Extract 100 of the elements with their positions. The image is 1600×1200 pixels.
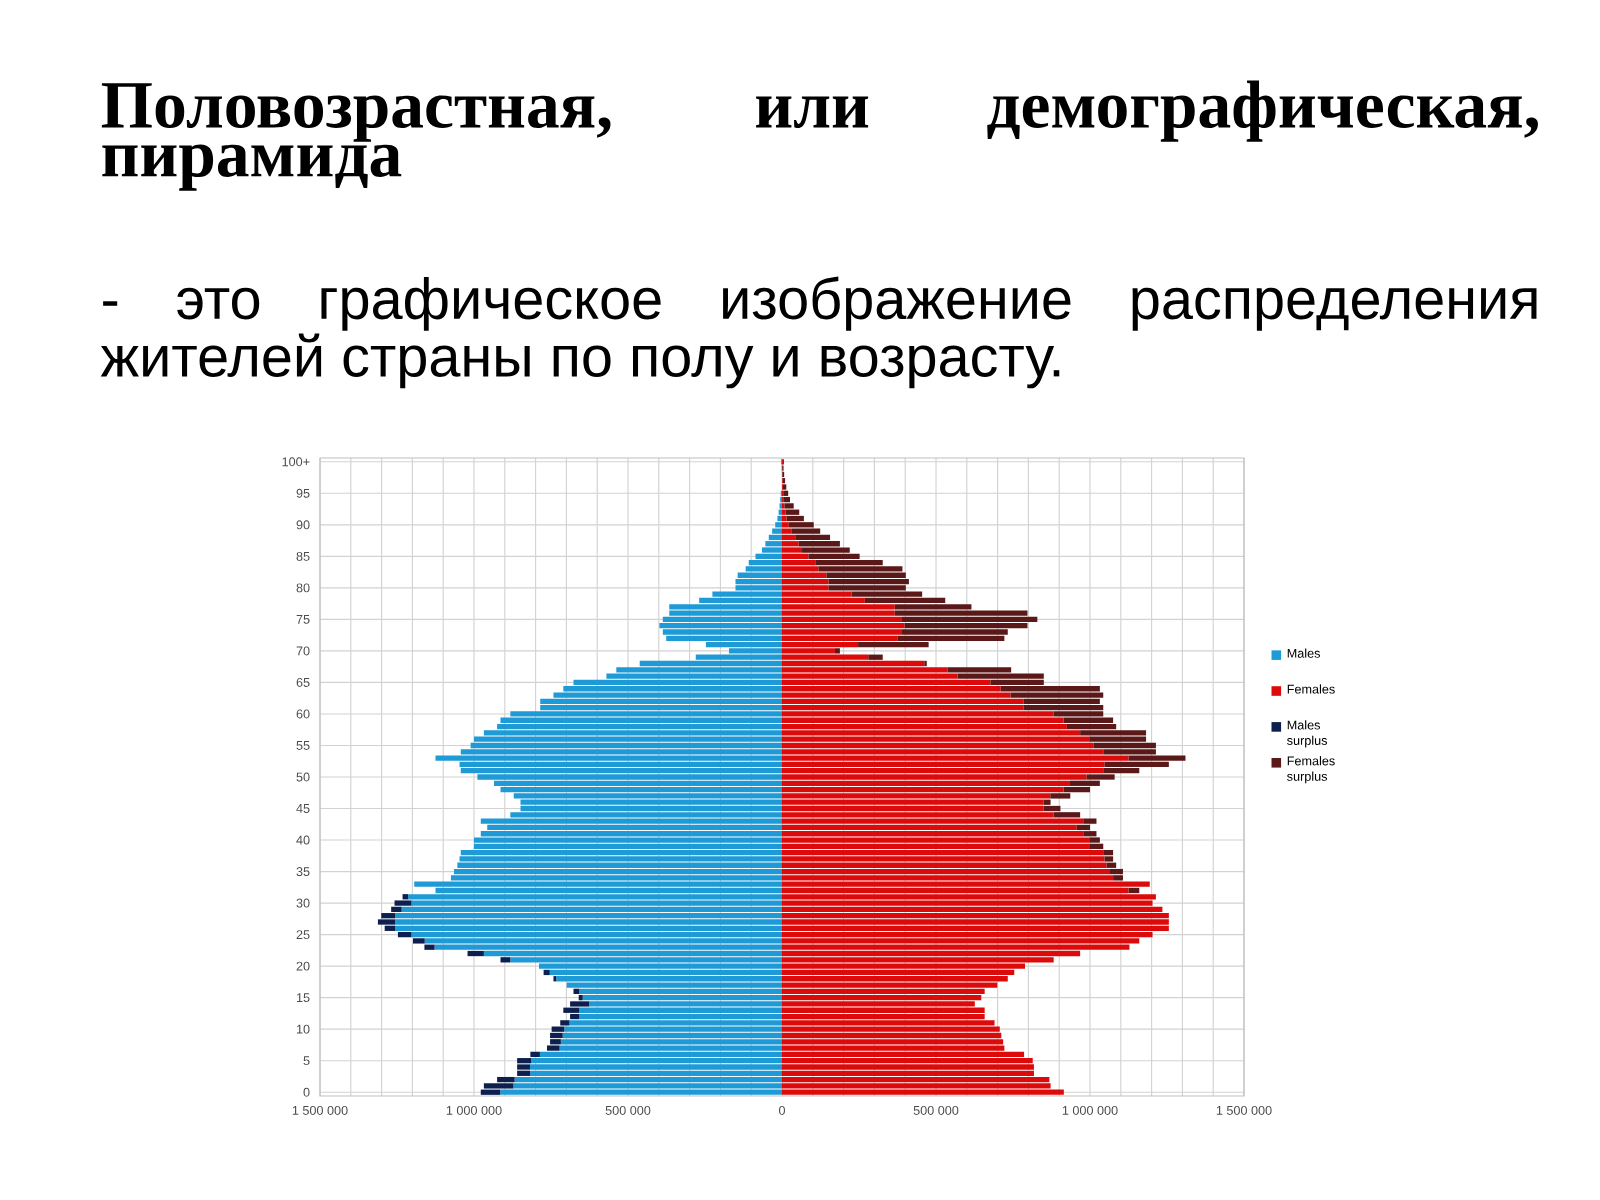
bar <box>1104 856 1114 862</box>
bar <box>735 578 783 585</box>
bar <box>487 824 783 831</box>
bar <box>782 850 1104 856</box>
bar <box>782 541 799 547</box>
bar <box>818 566 903 572</box>
bar <box>1023 705 1104 711</box>
bar <box>772 528 783 534</box>
bar <box>474 837 783 843</box>
bar <box>745 566 783 572</box>
bar <box>782 566 819 572</box>
bar <box>782 1051 1025 1058</box>
bar <box>782 755 1129 761</box>
bar <box>782 768 1104 774</box>
bar <box>551 1026 565 1032</box>
bar <box>782 868 1111 875</box>
bar <box>395 925 783 931</box>
bar <box>377 919 396 925</box>
bar <box>1083 831 1097 837</box>
bar <box>737 572 783 578</box>
bar <box>570 1013 580 1020</box>
bar <box>408 894 783 900</box>
bar <box>755 553 783 559</box>
bar <box>401 906 783 913</box>
bar <box>531 1058 783 1064</box>
bar <box>381 913 396 919</box>
bar <box>669 604 783 610</box>
bar <box>480 831 783 837</box>
bar <box>666 635 783 641</box>
bar <box>782 553 809 559</box>
bar <box>782 1026 1000 1032</box>
bar <box>782 786 1064 793</box>
bar <box>782 824 1077 831</box>
bar <box>582 995 783 1001</box>
bar <box>517 1064 531 1070</box>
bar <box>520 799 783 805</box>
bar <box>784 503 794 509</box>
bar <box>1113 875 1123 881</box>
bar <box>782 913 1169 919</box>
bar <box>782 1064 1034 1070</box>
bar <box>828 578 909 585</box>
bar <box>457 862 783 868</box>
bar <box>782 831 1084 837</box>
bar <box>782 837 1090 843</box>
bar <box>669 610 783 616</box>
bar <box>543 969 550 976</box>
bar <box>782 976 1008 982</box>
bar <box>761 547 783 553</box>
bar <box>500 717 783 723</box>
bar <box>782 1039 1004 1045</box>
bar <box>782 1089 1064 1095</box>
bar <box>435 755 783 761</box>
bar <box>539 1051 783 1058</box>
bar <box>570 1001 590 1007</box>
bar <box>782 717 1064 723</box>
chart-subtitle: - это графическое изображение распределения жителей страны по полу и возрасту. <box>100 276 1537 389</box>
bar <box>782 616 902 623</box>
bar <box>768 534 783 541</box>
bar <box>662 616 783 623</box>
bar <box>782 635 898 641</box>
bar <box>394 900 412 906</box>
bar <box>782 995 982 1001</box>
bar <box>783 496 791 503</box>
bar <box>782 856 1105 862</box>
bar <box>782 906 1163 913</box>
bar <box>748 560 783 566</box>
bar <box>826 572 906 578</box>
bar <box>500 786 783 793</box>
bar <box>564 1026 783 1032</box>
bar <box>765 541 783 547</box>
bar <box>783 490 789 496</box>
bar <box>782 560 816 566</box>
bar <box>395 913 783 919</box>
bar <box>782 1007 985 1013</box>
bar <box>788 522 814 528</box>
bar <box>395 919 783 925</box>
bar <box>1093 742 1156 749</box>
bar <box>517 1070 531 1076</box>
bar <box>662 629 783 635</box>
bar <box>782 623 905 629</box>
bar <box>782 925 1169 931</box>
bar <box>782 522 789 528</box>
bar <box>782 610 895 616</box>
bar <box>782 1020 995 1026</box>
bar <box>579 1007 783 1013</box>
bar <box>782 862 1107 868</box>
bar <box>782 799 1044 805</box>
bar <box>467 950 484 957</box>
bar <box>550 1039 561 1045</box>
bar <box>782 698 1024 704</box>
bar <box>782 1076 1050 1083</box>
bar <box>782 578 829 585</box>
bar <box>560 1020 570 1026</box>
bar <box>782 881 1150 887</box>
bar <box>782 1058 1033 1064</box>
bar <box>777 515 783 522</box>
bar <box>414 881 783 887</box>
bar <box>460 768 783 774</box>
bar <box>460 850 783 856</box>
bar <box>459 856 783 862</box>
